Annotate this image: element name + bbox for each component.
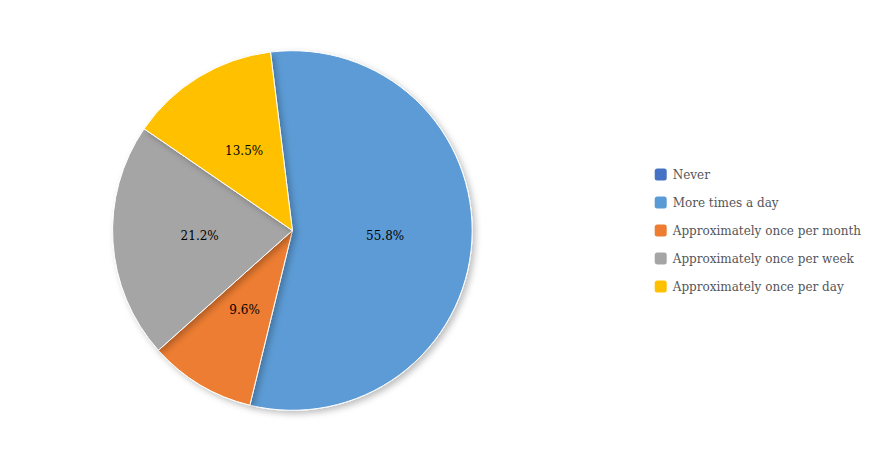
svg-text:21.2%: 21.2% xyxy=(181,229,219,243)
svg-text:9.6%: 9.6% xyxy=(229,303,259,317)
svg-text:Approximately once per week: Approximately once per week xyxy=(672,252,855,266)
svg-text:Approximately once per month: Approximately once per month xyxy=(672,224,862,238)
svg-text:13.5%: 13.5% xyxy=(225,144,263,158)
svg-text:55.8%: 55.8% xyxy=(366,229,404,243)
svg-text:More times a day: More times a day xyxy=(673,196,779,210)
svg-text:Approximately once per day: Approximately once per day xyxy=(672,280,844,294)
svg-text:Never: Never xyxy=(673,168,710,182)
